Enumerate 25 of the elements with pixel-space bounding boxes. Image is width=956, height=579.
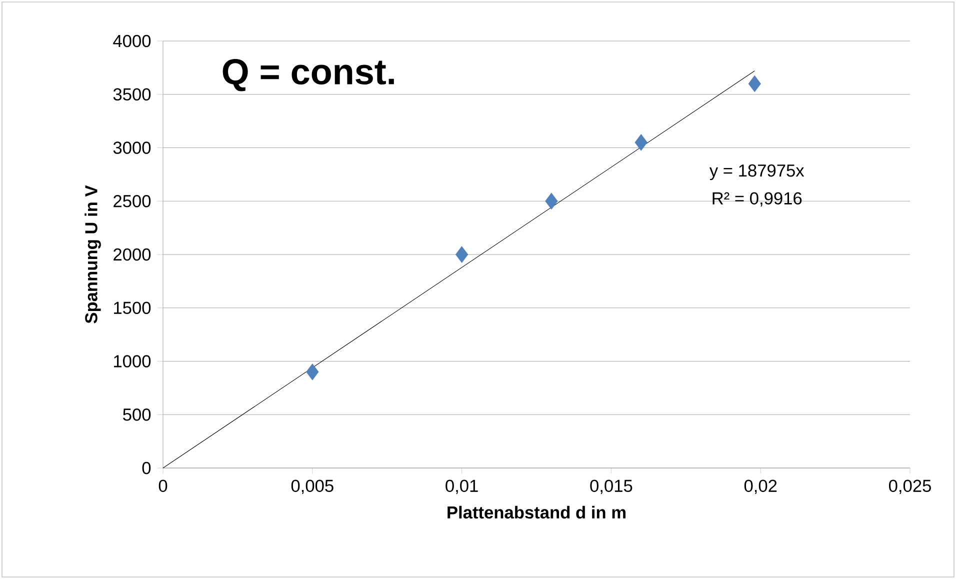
x-tick-label: 0,01 [446, 480, 478, 494]
point [306, 364, 319, 380]
annotation: R² = 0,9916 [712, 192, 802, 207]
x-tick-label: 0 [158, 480, 168, 492]
y-axis-title: Spannung U in V [84, 185, 101, 324]
y-tick-label: 3000 [113, 142, 151, 154]
point [634, 134, 648, 151]
y-tick-label: 3500 [113, 88, 151, 101]
x-tick-label: 0,025 [888, 480, 931, 494]
y-tick-label: 2500 [114, 194, 151, 208]
annotation: y = 187975x [709, 164, 804, 180]
point [456, 246, 468, 263]
x-tick-label: 0,015 [590, 480, 632, 494]
point [748, 75, 761, 92]
y-tick-label: 500 [123, 408, 151, 421]
y-tick-label: 2000 [114, 248, 151, 261]
y-tick-label: 1000 [114, 355, 151, 368]
x-tick-label: 0,005 [291, 480, 334, 494]
x-axis-title: Plattenabstand d in m [448, 506, 626, 519]
y-tick-label: 0 [142, 462, 151, 474]
y-tick-label: 1500 [114, 302, 151, 314]
annotation: Q = const. [222, 59, 394, 92]
y-tick-label: 4000 [113, 34, 151, 48]
x-tick-label: 0,02 [744, 480, 777, 494]
point [545, 192, 558, 210]
